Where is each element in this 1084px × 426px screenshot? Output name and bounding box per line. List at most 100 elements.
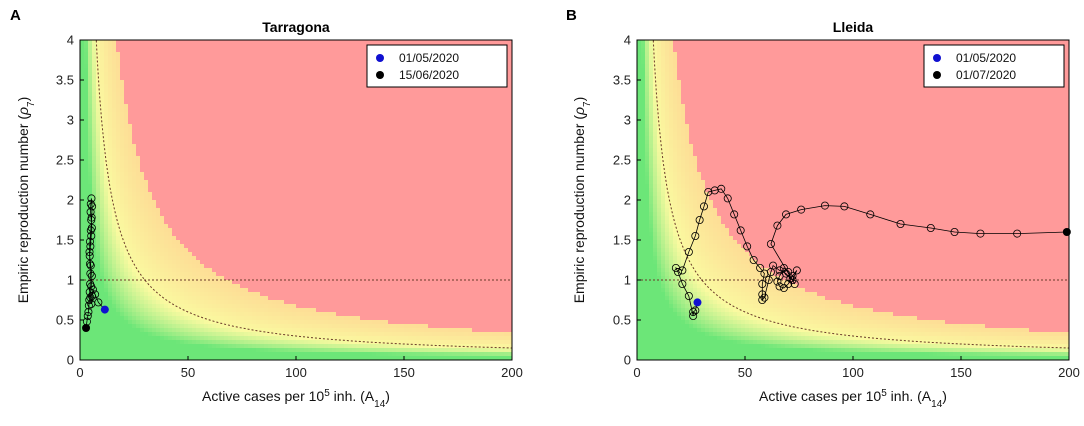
heatmap-cell	[180, 96, 185, 101]
heatmap-cell	[148, 232, 153, 237]
heatmap-cell	[296, 332, 301, 337]
heatmap-cell	[280, 104, 285, 109]
heatmap-cell	[104, 108, 109, 113]
heatmap-cell	[120, 148, 125, 153]
heatmap-cell	[188, 256, 193, 261]
heatmap-cell	[304, 100, 309, 105]
heatmap-cell	[148, 116, 153, 121]
heatmap-cell	[304, 200, 309, 205]
heatmap-cell	[268, 232, 273, 237]
heatmap-cell	[228, 180, 233, 185]
heatmap-cell	[288, 348, 293, 353]
heatmap-cell	[256, 120, 261, 125]
heatmap-cell	[280, 188, 285, 193]
heatmap-cell	[80, 344, 85, 349]
heatmap-cell	[96, 268, 101, 273]
heatmap-cell	[188, 176, 193, 181]
heatmap-cell	[276, 124, 281, 129]
heatmap-cell	[280, 76, 285, 81]
heatmap-cell	[128, 296, 133, 301]
heatmap-cell	[324, 92, 329, 97]
heatmap-cell	[304, 212, 309, 217]
heatmap-cell	[232, 124, 237, 129]
heatmap-cell	[180, 156, 185, 161]
heatmap-cell	[100, 124, 105, 129]
heatmap-cell	[204, 184, 209, 189]
heatmap-cell	[104, 192, 109, 197]
heatmap-cell	[268, 324, 273, 329]
heatmap-cell	[132, 164, 137, 169]
heatmap-cell	[268, 84, 273, 89]
heatmap-cell	[236, 268, 241, 273]
heatmap-cell	[156, 312, 161, 317]
heatmap-cell	[164, 256, 169, 261]
heatmap-cell	[288, 92, 293, 97]
heatmap-cell	[260, 260, 265, 265]
heatmap-cell	[192, 84, 197, 89]
heatmap-cell	[164, 108, 169, 113]
heatmap-cell	[232, 140, 237, 145]
heatmap-cell	[260, 300, 265, 305]
heatmap-cell	[100, 60, 105, 65]
heatmap-cell	[204, 120, 209, 125]
heatmap-cell	[284, 304, 289, 309]
heatmap-cell	[312, 80, 317, 85]
heatmap-cell	[220, 128, 225, 133]
heatmap-cell	[304, 264, 309, 269]
heatmap-cell	[200, 56, 205, 61]
heatmap-cell	[200, 328, 205, 333]
heatmap-cell	[232, 180, 237, 185]
heatmap-cell	[220, 248, 225, 253]
heatmap-cell	[184, 96, 189, 101]
heatmap-cell	[104, 200, 109, 205]
heatmap-cell	[248, 340, 253, 345]
heatmap-cell	[192, 292, 197, 297]
heatmap-cell	[268, 112, 273, 117]
heatmap-cell	[312, 332, 317, 337]
heatmap-cell	[316, 68, 321, 73]
heatmap-cell	[292, 80, 297, 85]
heatmap-cell	[320, 164, 325, 169]
heatmap-cell	[88, 60, 93, 65]
heatmap-cell	[164, 232, 169, 237]
heatmap-cell	[156, 68, 161, 73]
heatmap-cell	[200, 100, 205, 105]
heatmap-cell	[116, 92, 121, 97]
heatmap-cell	[104, 280, 109, 285]
heatmap-cell	[296, 276, 301, 281]
heatmap-cell	[172, 296, 177, 301]
heatmap-cell	[132, 276, 137, 281]
heatmap-cell	[92, 348, 97, 353]
heatmap-cell	[204, 280, 209, 285]
heatmap-cell	[316, 92, 321, 97]
heatmap-cell	[224, 332, 229, 337]
heatmap-cell	[112, 340, 117, 345]
heatmap-cell	[188, 288, 193, 293]
heatmap-cell	[284, 264, 289, 269]
heatmap-cell	[284, 88, 289, 93]
heatmap-cell	[124, 40, 129, 45]
heatmap-cell	[240, 116, 245, 121]
heatmap-cell	[136, 228, 141, 233]
heatmap-cell	[228, 264, 233, 269]
heatmap-cell	[160, 352, 165, 357]
heatmap-cell	[220, 260, 225, 265]
heatmap-cell	[324, 104, 329, 109]
heatmap-cell	[300, 56, 305, 61]
heatmap-cell	[308, 304, 313, 309]
heatmap-cell	[208, 152, 213, 157]
heatmap-cell	[228, 44, 233, 49]
heatmap-cell	[292, 68, 297, 73]
heatmap-cell	[216, 248, 221, 253]
heatmap-cell	[140, 132, 145, 137]
heatmap-cell	[108, 328, 113, 333]
heatmap-cell	[92, 192, 97, 197]
heatmap-cell	[312, 276, 317, 281]
heatmap-cell	[276, 248, 281, 253]
heatmap-cell	[316, 56, 321, 61]
heatmap-cell	[292, 192, 297, 197]
heatmap-cell	[152, 188, 157, 193]
heatmap-cell	[304, 340, 309, 345]
heatmap-cell	[292, 316, 297, 321]
heatmap-cell	[124, 88, 129, 93]
